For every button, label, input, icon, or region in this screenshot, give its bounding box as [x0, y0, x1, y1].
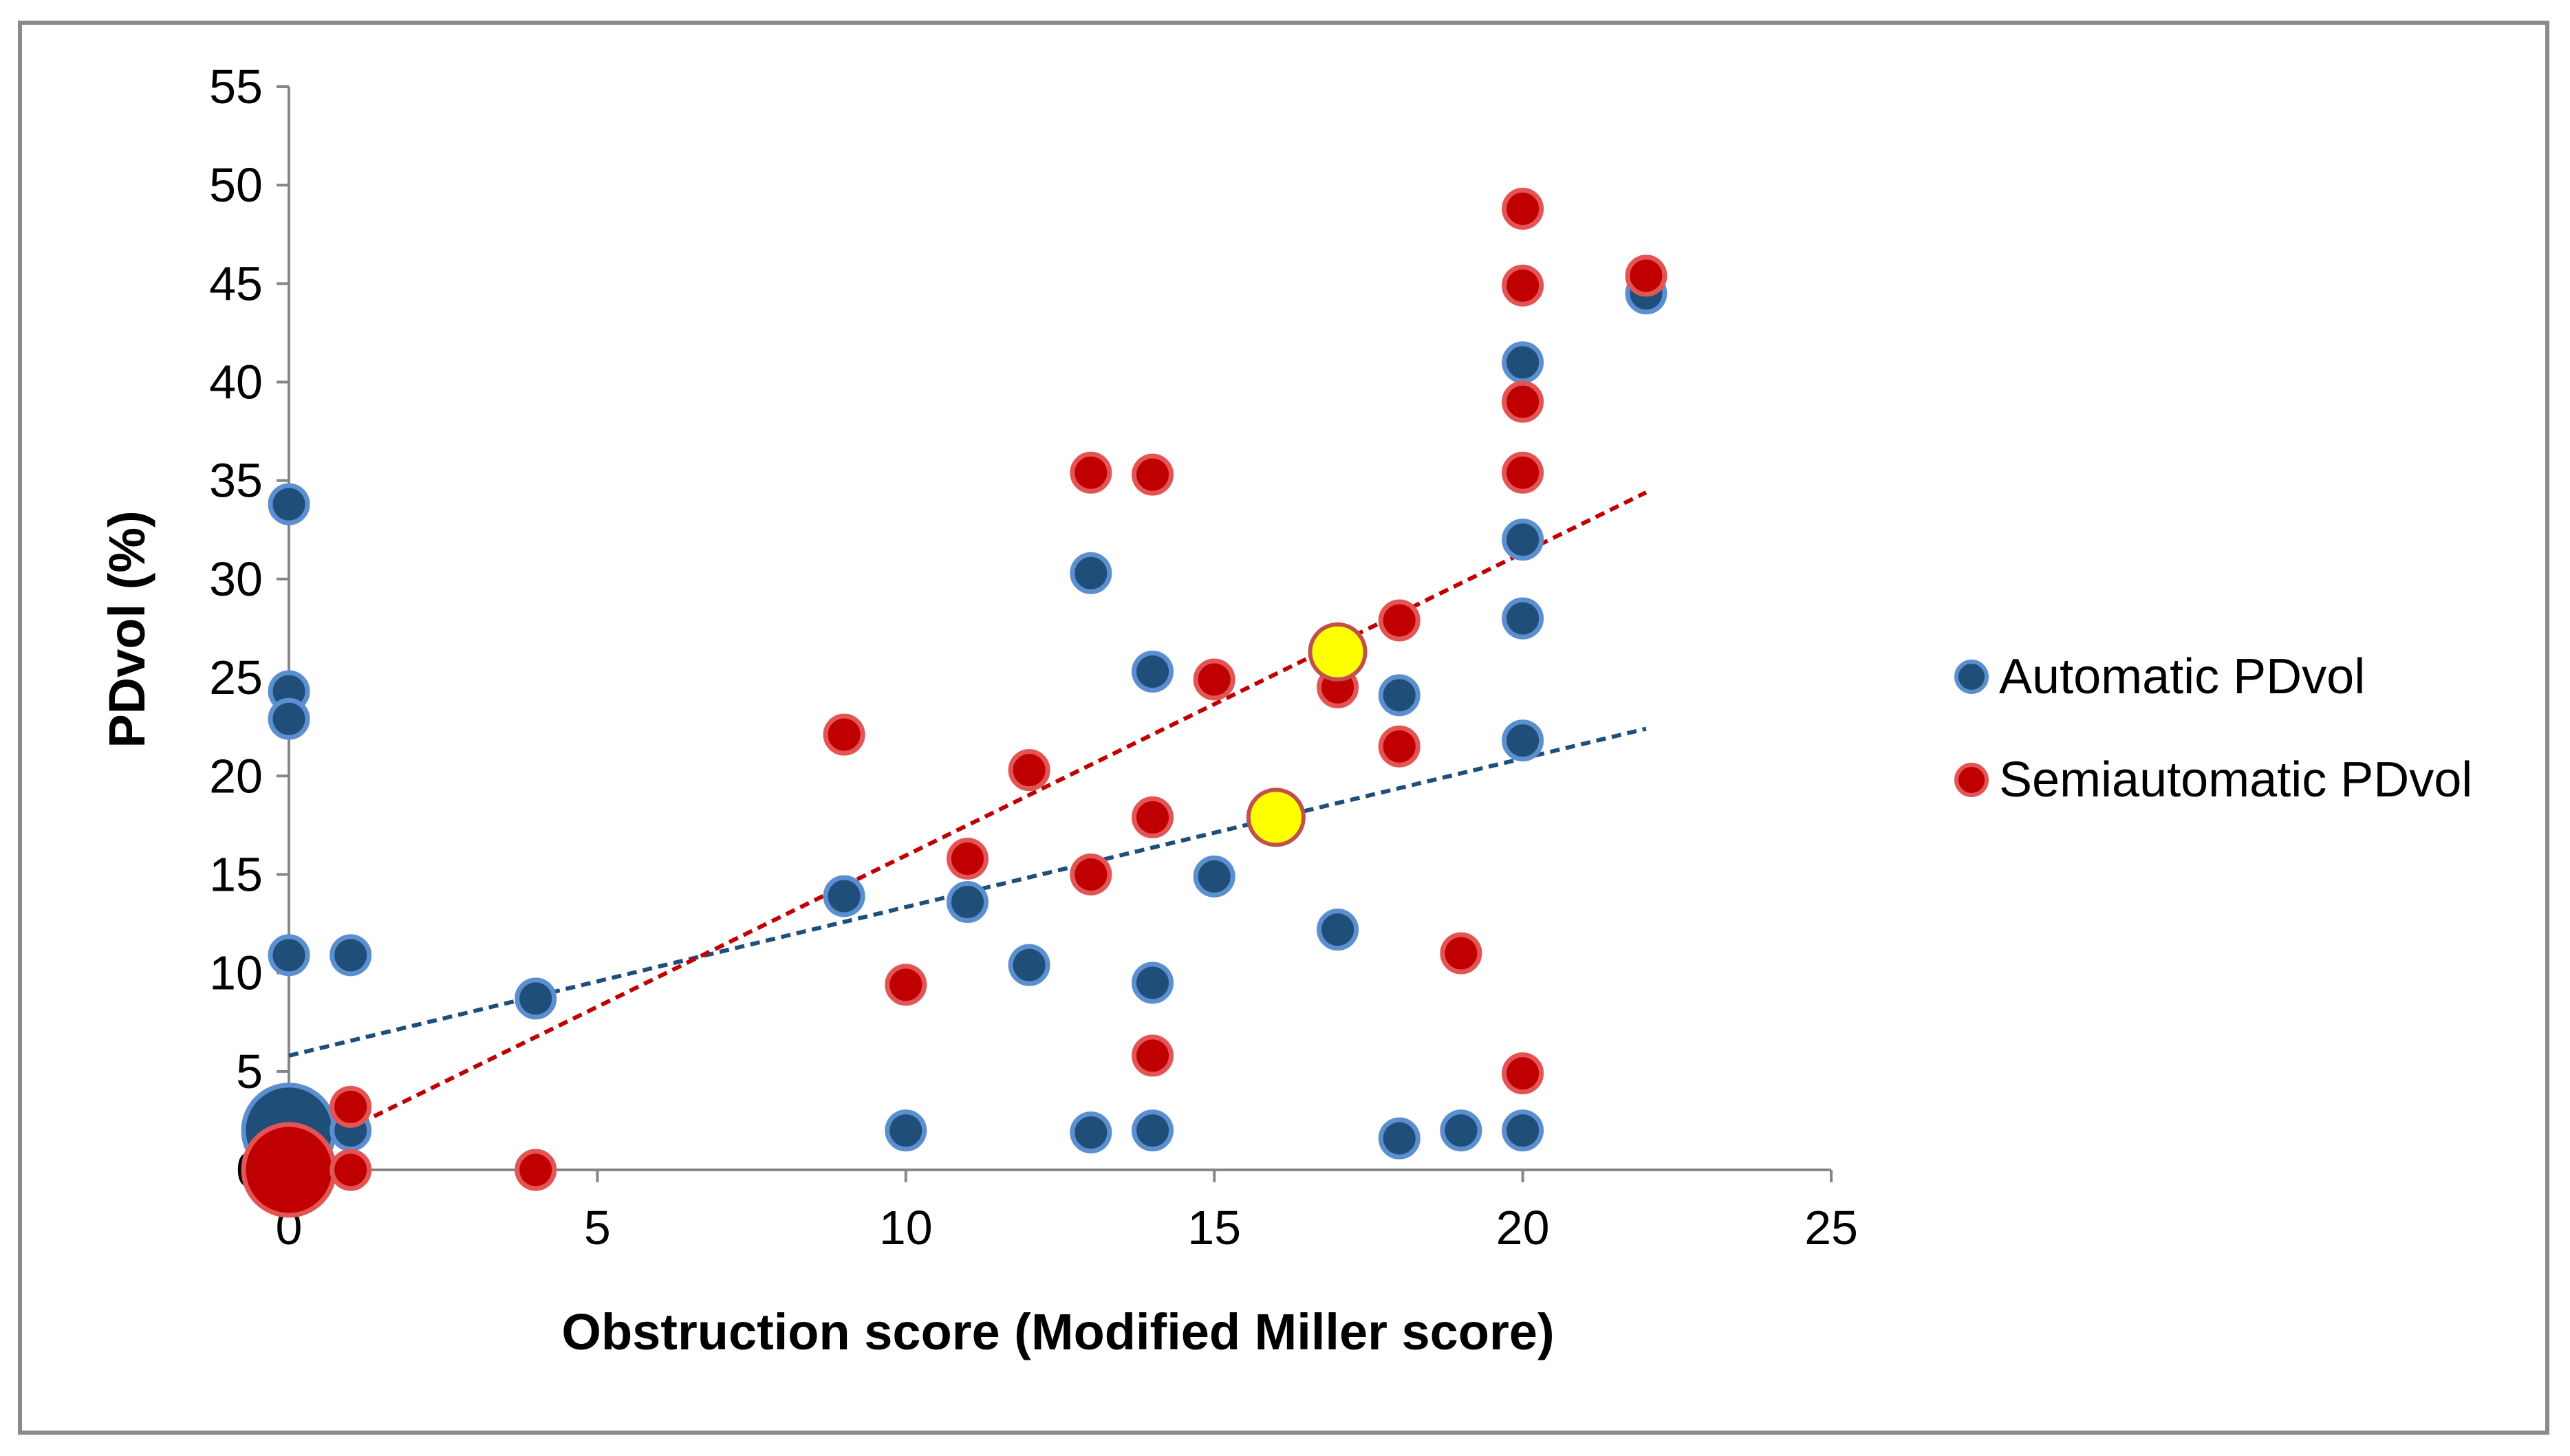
- trendline-semiautomatic: [288, 490, 1648, 1160]
- point-semiautomatic: [330, 1149, 372, 1191]
- legend-marker-semiautomatic: [1954, 763, 1989, 797]
- point-automatic: [1440, 1109, 1482, 1152]
- x-tick-label: 5: [584, 1201, 611, 1254]
- point-automatic: [946, 881, 989, 924]
- point-automatic: [823, 875, 865, 917]
- axes: 05101520250510152025303540455055: [209, 60, 1858, 1254]
- y-tick-label: 10: [209, 946, 263, 1000]
- point-semiautomatic: [1502, 380, 1544, 423]
- point-automatic: [1132, 1109, 1174, 1152]
- legend-marker-automatic: [1954, 660, 1989, 694]
- y-tick-label: 55: [209, 60, 263, 113]
- point-automatic: [1132, 651, 1174, 693]
- point-automatic: [330, 934, 372, 977]
- point-semiautomatic: [1502, 1052, 1544, 1095]
- y-axis-title: PDvol (%): [98, 510, 155, 748]
- point-automatic: [1502, 341, 1544, 384]
- point-semiautomatic: [1132, 1034, 1174, 1077]
- point-semiautomatic: [885, 964, 927, 1006]
- x-tick-label: 20: [1496, 1201, 1550, 1254]
- mean-point-automatic: [1246, 787, 1306, 847]
- x-axis-title: Obstruction score (Modified Miller score…: [561, 1303, 1554, 1360]
- chart-frame: [18, 21, 2549, 1435]
- point-automatic: [268, 697, 310, 740]
- point-automatic: [1502, 719, 1544, 762]
- point-semiautomatic: [1193, 658, 1235, 701]
- point-automatic: [1317, 909, 1359, 951]
- point-automatic: [1378, 674, 1421, 717]
- y-tick-label: 45: [209, 257, 263, 310]
- point-semiautomatic: [1378, 725, 1421, 768]
- point-automatic: [1132, 961, 1174, 1004]
- point-semiautomatic: [823, 713, 865, 756]
- point-automatic: [1070, 552, 1112, 594]
- y-tick-label: 15: [209, 847, 263, 901]
- point-automatic: [1193, 855, 1235, 898]
- point-semiautomatic: [1502, 188, 1544, 230]
- mean-point-semiautomatic: [1308, 622, 1368, 682]
- data-points: [241, 188, 1667, 1218]
- point-automatic: [268, 934, 310, 977]
- point-automatic: [1502, 1109, 1544, 1152]
- point-semiautomatic: [1440, 932, 1482, 975]
- y-tick-label: 50: [209, 158, 263, 212]
- y-tick-label: 20: [209, 749, 263, 803]
- point-semiautomatic: [1378, 599, 1421, 642]
- legend-label-automatic: Automatic PDvol: [1999, 649, 2365, 704]
- trendlines: [288, 490, 1648, 1160]
- point-semiautomatic: [515, 1149, 557, 1191]
- point-automatic: [1008, 944, 1050, 986]
- y-tick-label: 40: [209, 356, 263, 409]
- point-semiautomatic: [1008, 749, 1050, 792]
- x-tick-label: 10: [879, 1201, 933, 1254]
- point-semiautomatic: [1502, 264, 1544, 307]
- y-tick-label: 5: [236, 1045, 263, 1098]
- point-automatic: [1502, 519, 1544, 561]
- point-semiautomatic: [946, 838, 989, 880]
- point-automatic: [1502, 597, 1544, 640]
- point-semiautomatic: [1502, 451, 1544, 494]
- point-automatic: [515, 977, 557, 1020]
- x-tick-label: 15: [1187, 1201, 1241, 1254]
- point-semiautomatic: [241, 1122, 337, 1218]
- y-tick-label: 30: [209, 552, 263, 606]
- point-automatic: [1378, 1117, 1421, 1160]
- point-semiautomatic: [1070, 451, 1112, 494]
- point-automatic: [885, 1109, 927, 1152]
- y-tick-label: 35: [209, 454, 263, 508]
- y-tick-label: 25: [209, 651, 263, 704]
- legend-label-semiautomatic: Semiautomatic PDvol: [1999, 752, 2472, 807]
- point-semiautomatic: [1132, 796, 1174, 838]
- legend: Automatic PDvol Semiautomatic PDvol: [1954, 649, 2472, 807]
- point-semiautomatic: [1070, 853, 1112, 895]
- point-automatic: [268, 483, 310, 525]
- point-semiautomatic: [1132, 453, 1174, 496]
- x-tick-label: 25: [1804, 1201, 1858, 1254]
- point-semiautomatic: [1625, 254, 1667, 297]
- point-semiautomatic: [330, 1085, 372, 1128]
- point-automatic: [1070, 1111, 1112, 1154]
